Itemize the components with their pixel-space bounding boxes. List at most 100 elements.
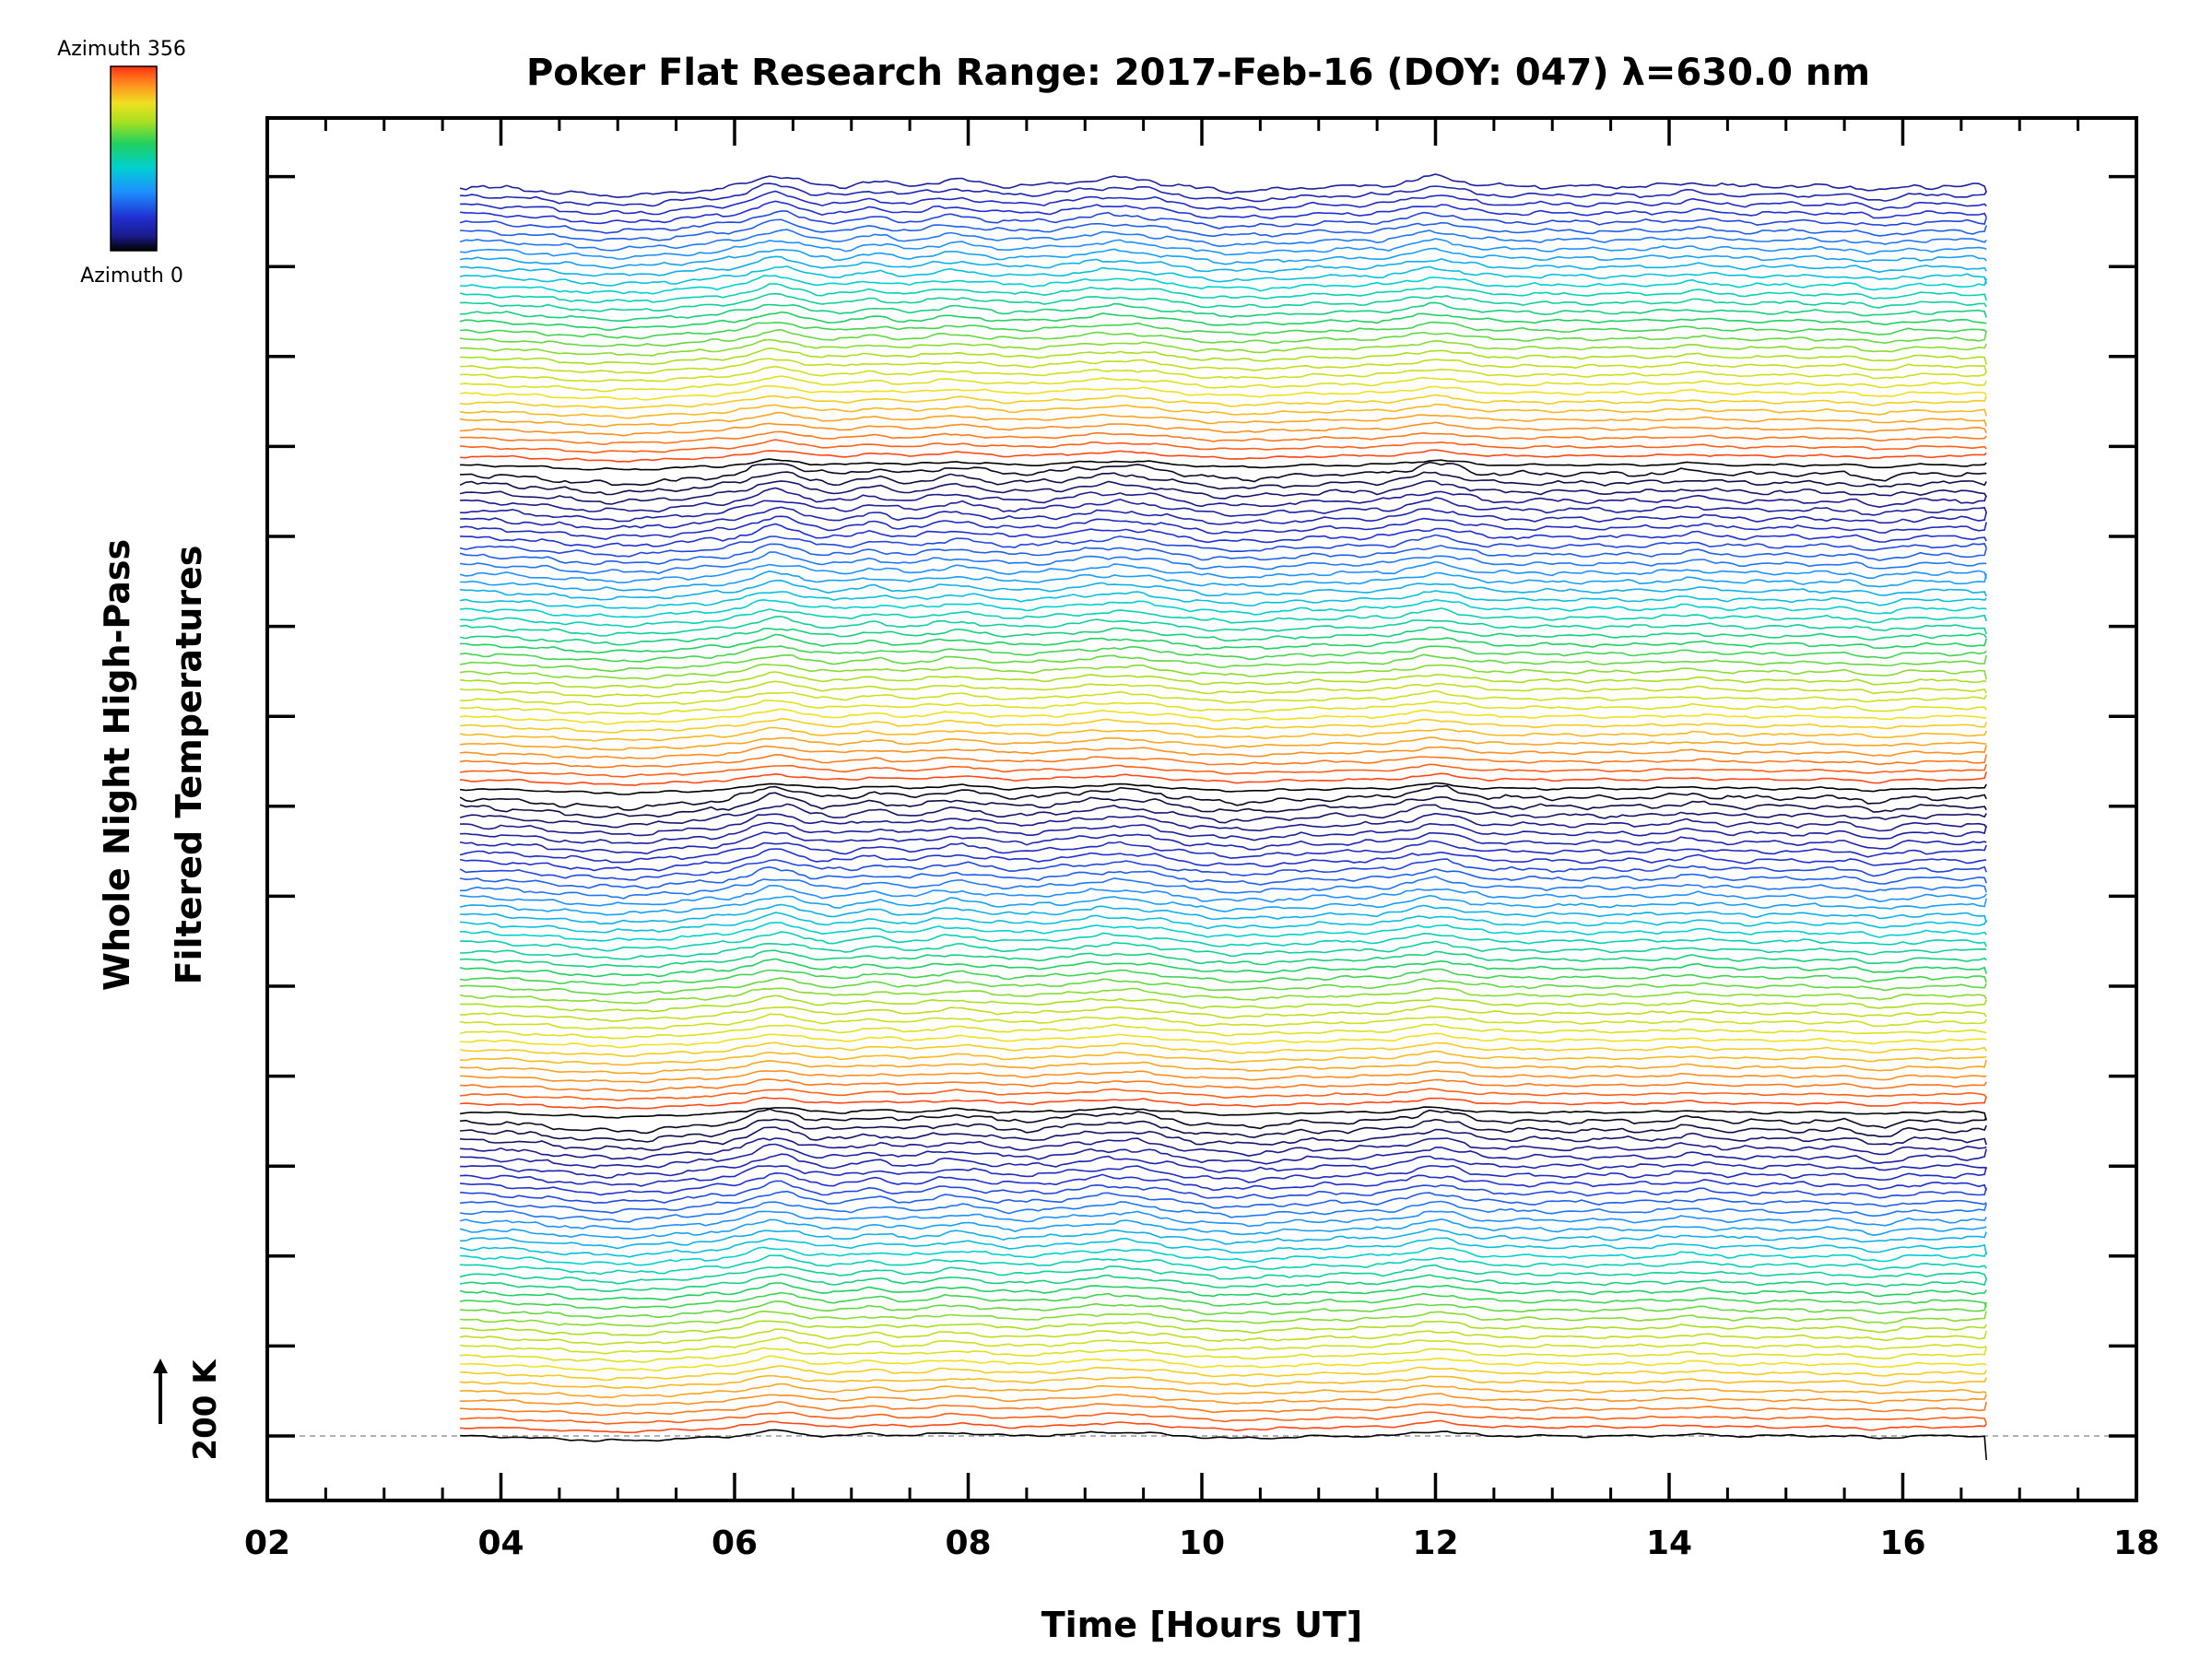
- temperature-trace: [460, 922, 1987, 942]
- temperature-trace: [460, 523, 1987, 548]
- temperature-trace: [460, 449, 1987, 463]
- temperature-trace: [460, 1401, 1987, 1417]
- temperature-trace: [460, 321, 1987, 340]
- temperature-trace: [459, 784, 1987, 811]
- temperature-trace: [459, 210, 1987, 234]
- temperature-trace: [459, 792, 1987, 818]
- temperature-trace: [460, 358, 1987, 374]
- temperature-trace: [460, 1069, 1987, 1084]
- temperature-trace: [460, 1355, 1987, 1372]
- temperature-trace: [459, 247, 1987, 270]
- temperature-trace: [459, 1200, 1987, 1223]
- temperature-trace: [460, 598, 1987, 618]
- temperature-trace: [460, 375, 1987, 393]
- colorbar-bottom-label: Azimuth 0: [80, 265, 183, 288]
- temperature-trace: [460, 1374, 1987, 1390]
- temperature-trace: [460, 430, 1987, 445]
- temperature-trace: [460, 275, 1987, 295]
- temperature-trace: [460, 812, 1987, 837]
- temperature-trace: [459, 1023, 1987, 1040]
- y-axis-label-line2: Filtered Temperatures: [169, 546, 209, 985]
- temperature-trace: [459, 645, 1987, 663]
- temperature-trace: [459, 534, 1987, 558]
- temperature-trace: [460, 301, 1987, 322]
- temperature-trace: [460, 394, 1987, 410]
- temperature-trace: [459, 1273, 1987, 1292]
- temperature-trace: [460, 736, 1987, 751]
- temperature-trace: [460, 717, 1987, 734]
- temperature-trace: [460, 1429, 1987, 1461]
- temperature-trace: [460, 607, 1987, 629]
- temperature-trace: [460, 1126, 1987, 1151]
- temperature-trace: [459, 968, 1987, 987]
- temperature-trace: [459, 560, 1987, 583]
- temperature-trace: [459, 515, 1987, 540]
- x-axis-label: Time [Hours UT]: [1041, 1605, 1363, 1645]
- x-tick-labels: 02 04 06 08 10 12 14 16 18: [244, 1524, 2159, 1562]
- temperature-trace: [460, 1137, 1987, 1161]
- temperature-trace: [459, 848, 1987, 872]
- temperature-trace: [460, 1246, 1987, 1266]
- temperature-trace: [459, 1041, 1987, 1057]
- x-tick-label: 06: [712, 1524, 758, 1562]
- temperature-trace: [460, 1078, 1987, 1092]
- temperature-trace: [459, 551, 1987, 574]
- temperature-trace: [460, 1096, 1987, 1110]
- temperature-trace: [459, 782, 1987, 795]
- temperature-trace: [460, 506, 1987, 530]
- temperature-trace: [460, 1320, 1987, 1336]
- temperature-trace: [459, 653, 1987, 673]
- temperature-trace: [460, 1228, 1987, 1250]
- temperature-trace: [460, 218, 1987, 242]
- temperature-trace: [459, 708, 1987, 725]
- temperature-trace: [460, 1190, 1987, 1214]
- temperature-trace: [459, 885, 1987, 907]
- temperature-trace: [459, 283, 1987, 304]
- temperature-trace: [460, 497, 1987, 523]
- temperature-trace: [460, 421, 1987, 437]
- temperature-trace: [460, 1153, 1987, 1179]
- temperature-trace: [460, 1254, 1987, 1276]
- temperature-trace: [460, 255, 1987, 277]
- temperature-trace: [460, 903, 1987, 925]
- x-tick-label: 14: [1646, 1524, 1692, 1562]
- temperature-trace: [460, 1005, 1987, 1022]
- x-tick-label: 04: [477, 1524, 524, 1562]
- x-tick-label: 12: [1412, 1524, 1458, 1562]
- temperature-trace: [460, 439, 1987, 454]
- temperature-trace: [460, 1419, 1987, 1433]
- temperature-trace: [460, 1300, 1987, 1319]
- temperature-trace: [460, 182, 1987, 207]
- temperature-trace: [459, 411, 1987, 428]
- colorbar: [110, 65, 158, 252]
- temperature-trace: [459, 1282, 1987, 1301]
- temperature-trace: [460, 940, 1987, 960]
- temperature-trace: [460, 338, 1987, 357]
- temperature-trace: [460, 700, 1987, 715]
- temperature-trace: [459, 265, 1987, 287]
- x-tick-label: 18: [2113, 1524, 2159, 1562]
- trace-group: [459, 173, 1987, 1461]
- colorbar-top-label: Azimuth 356: [57, 38, 186, 61]
- temperature-trace: [459, 831, 1987, 855]
- temperature-trace: [459, 865, 1987, 890]
- temperature-trace: [459, 471, 1987, 496]
- temperature-trace: [460, 487, 1987, 513]
- temperature-trace: [460, 292, 1987, 312]
- temperature-trace: [459, 987, 1987, 1005]
- temperature-trace: [460, 1171, 1987, 1196]
- temperature-trace: [460, 461, 1987, 487]
- temperature-trace: [460, 1347, 1987, 1363]
- temperature-trace: [459, 1336, 1987, 1355]
- x-tick-label: 10: [1179, 1524, 1225, 1562]
- scale-bar: 200 K: [153, 1359, 224, 1461]
- temperature-trace: [460, 821, 1987, 845]
- temperature-trace: [459, 229, 1987, 252]
- y-axis-label-line1: Whole Night High-Pass: [97, 539, 137, 991]
- x-tick-label: 08: [945, 1524, 991, 1562]
- temperature-trace: [460, 1143, 1987, 1169]
- temperature-trace: [459, 803, 1987, 829]
- temperature-trace: [459, 173, 1987, 199]
- temperature-trace: [460, 1108, 1987, 1135]
- temperature-trace: [460, 458, 1987, 471]
